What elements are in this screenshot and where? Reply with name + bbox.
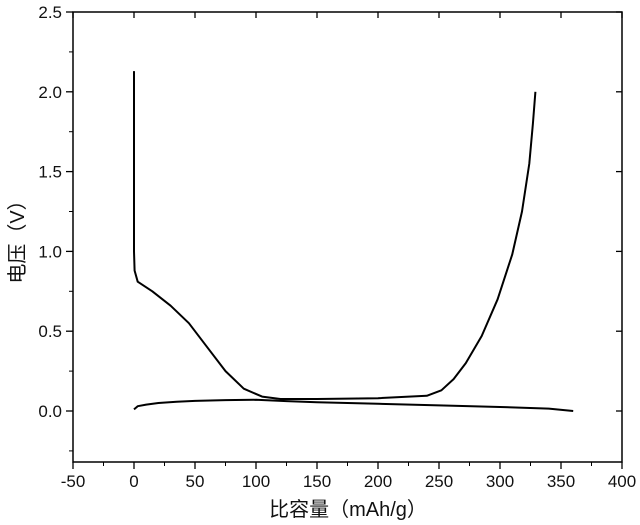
y-tick-label: 0.0 <box>38 402 62 421</box>
plot-frame <box>72 11 623 463</box>
x-tick-label: 50 <box>186 472 205 491</box>
y-tick-label: 1.5 <box>38 163 62 182</box>
y-tick-label: 0.5 <box>38 322 62 341</box>
x-tick-label: 200 <box>364 472 392 491</box>
series-line-curve-1 <box>133 71 537 400</box>
y-axis-label: 电压（V） <box>6 190 29 283</box>
series-line-curve-2 <box>133 398 574 412</box>
x-axis-label: 比容量（mAh/g） <box>269 498 427 521</box>
x-tick-label: 0 <box>129 472 138 491</box>
x-tick-label: 150 <box>303 472 331 491</box>
x-tick-label: 300 <box>486 472 514 491</box>
x-tick-label: 400 <box>608 472 636 491</box>
x-tick-label: 350 <box>547 472 575 491</box>
y-tick-label: 2.5 <box>38 3 62 22</box>
y-tick-label: 1.0 <box>38 242 62 261</box>
x-tick-label: 250 <box>425 472 453 491</box>
y-tick-label: 2.0 <box>38 83 62 102</box>
x-tick-label: 100 <box>242 472 270 491</box>
x-tick-label: -50 <box>61 472 86 491</box>
